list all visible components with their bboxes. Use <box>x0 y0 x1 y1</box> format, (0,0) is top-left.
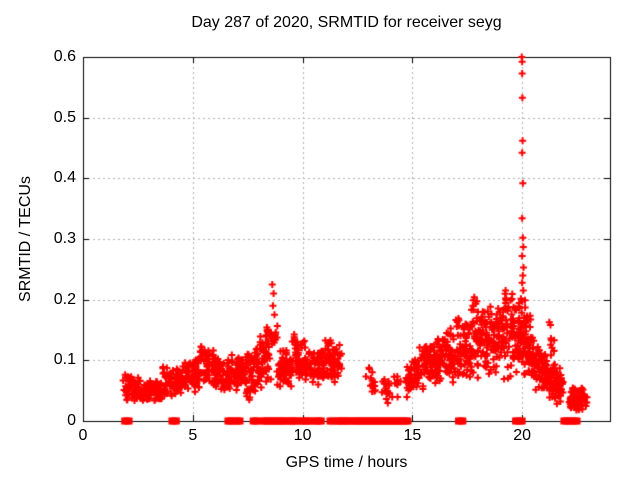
x-tick-label: 10 <box>293 427 312 444</box>
x-tick-label: 5 <box>188 427 198 444</box>
chart-title: Day 287 of 2020, SRMTID for receiver sey… <box>191 14 502 31</box>
y-tick-label: 0.1 <box>53 351 76 369</box>
y-tick-label: 0.6 <box>53 48 76 65</box>
y-tick-label: 0 <box>67 412 76 429</box>
x-tick-label: 0 <box>78 427 88 444</box>
y-tick-label: 0.5 <box>53 108 76 126</box>
x-axis-label: GPS time / hours <box>285 454 408 471</box>
y-tick-label: 0.4 <box>53 169 76 187</box>
x-tick-label: 20 <box>513 427 532 444</box>
y-tick-label: 0.2 <box>53 290 76 308</box>
x-tick-label: 15 <box>403 427 422 444</box>
y-tick-label: 0.3 <box>53 230 76 247</box>
